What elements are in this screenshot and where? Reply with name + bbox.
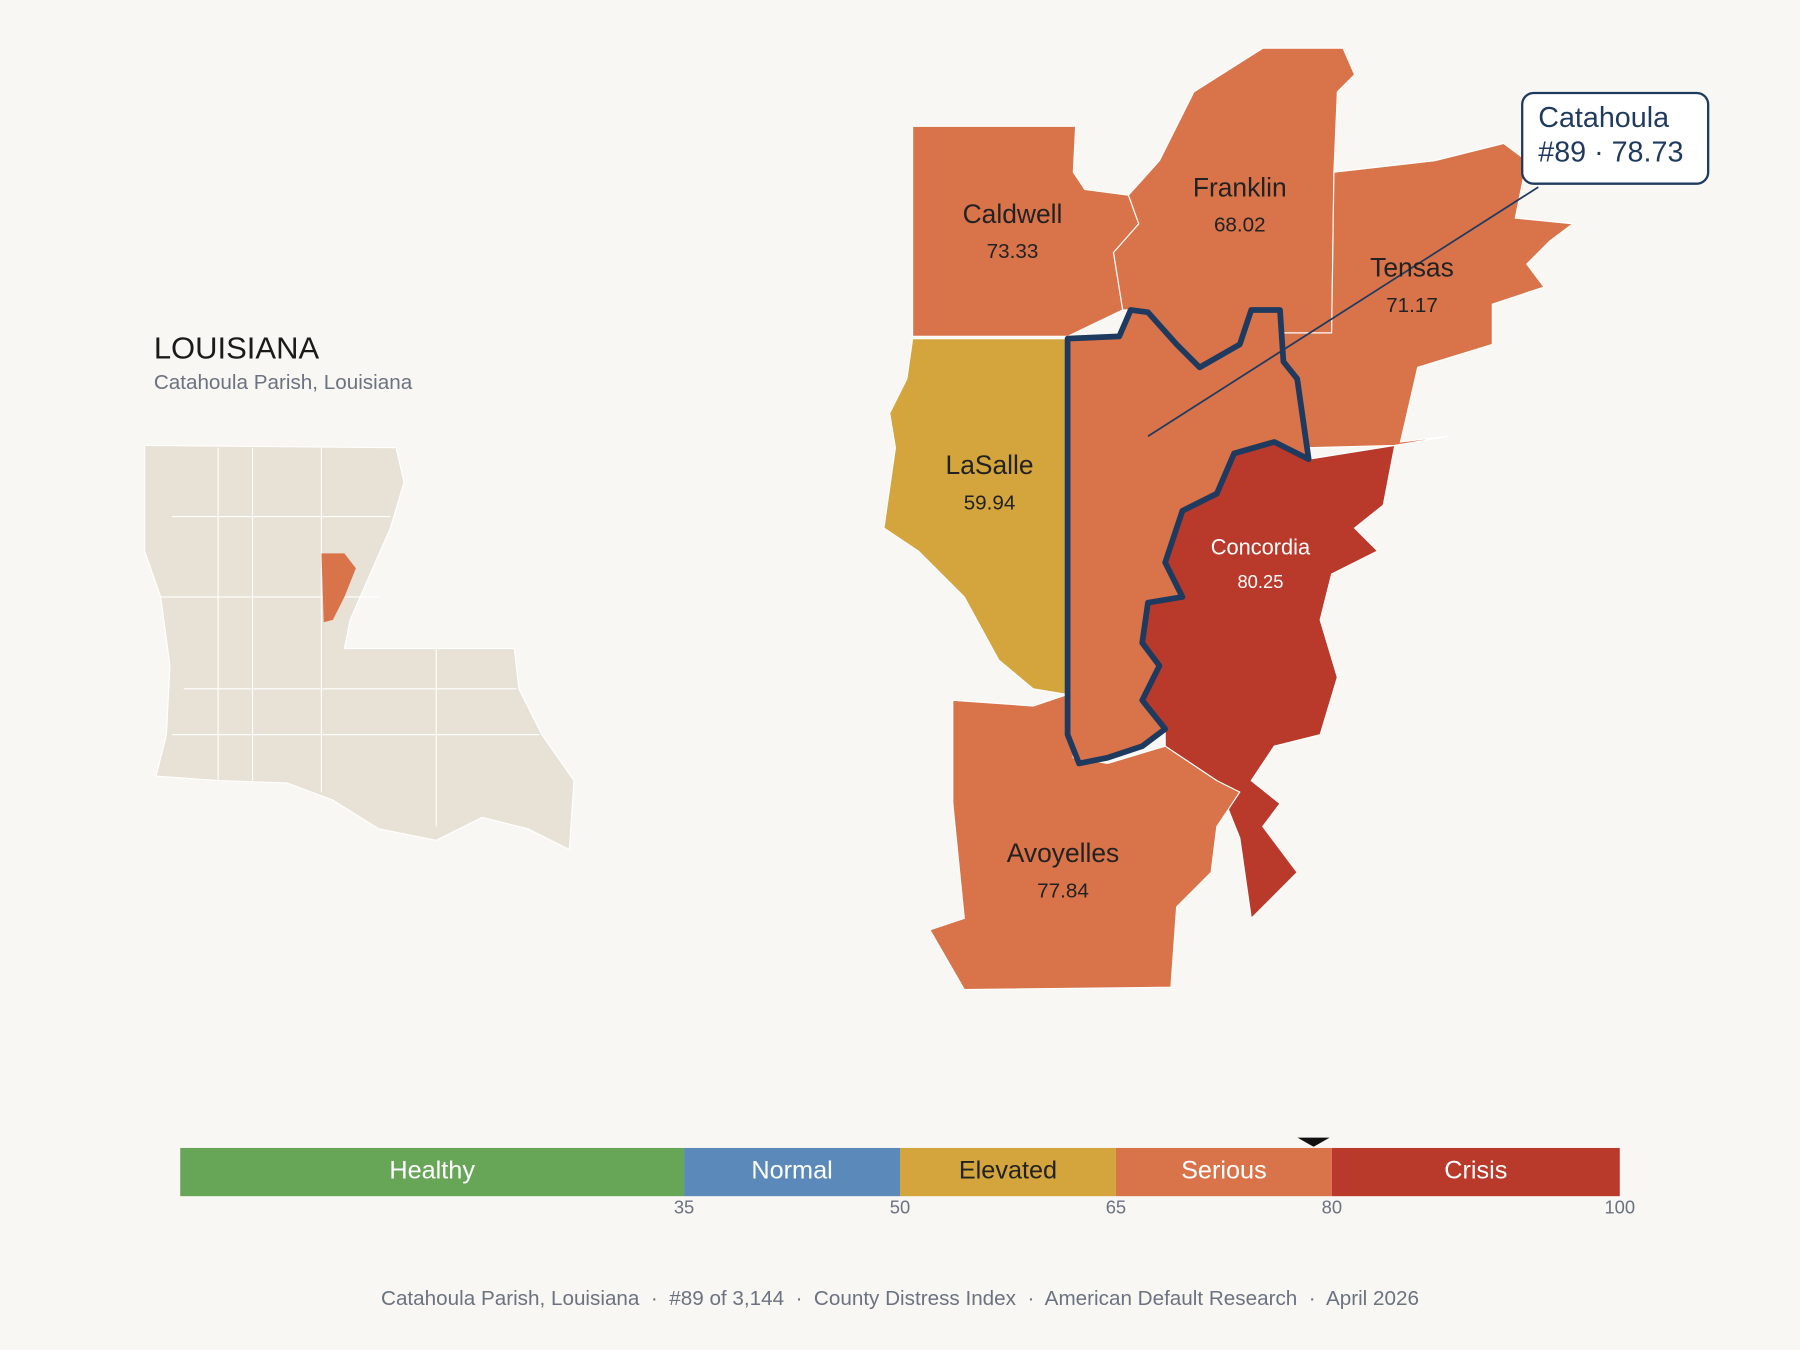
- inset-map: [144, 444, 575, 851]
- inset-borders: [160, 447, 540, 827]
- callout-label: #89 · 78.73: [1538, 136, 1683, 168]
- parish-value: 71.17: [1386, 294, 1438, 317]
- parish: [883, 338, 1069, 696]
- parishes: [883, 47, 1575, 991]
- parish-name: Caldwell: [963, 199, 1063, 229]
- footer: Catahoula Parish, Louisiana · #89 of 3,1…: [381, 1287, 1419, 1310]
- scale-tick-label: 65: [1106, 1197, 1126, 1218]
- scale-tick-label: 50: [890, 1197, 910, 1218]
- state-outline: [144, 444, 575, 851]
- scale-band: [1331, 1147, 1620, 1197]
- band-label: Normal: [751, 1157, 832, 1185]
- scale-tick-label: 80: [1322, 1197, 1342, 1218]
- parish: [912, 125, 1140, 337]
- parish-name: Avoyelles: [1007, 838, 1119, 868]
- scale-band: [180, 1147, 685, 1197]
- scale-tick-label: 35: [674, 1197, 694, 1218]
- band-label: Crisis: [1444, 1157, 1507, 1185]
- scale-band: [900, 1147, 1116, 1197]
- parish-value: 68.02: [1214, 214, 1266, 237]
- scale-marker: [1297, 1137, 1330, 1147]
- scale-band: [684, 1147, 900, 1197]
- band-label: Elevated: [959, 1157, 1057, 1185]
- parish-value: 73.33: [987, 240, 1039, 263]
- parish-value: 59.94: [964, 491, 1016, 514]
- parish-name: Tensas: [1370, 253, 1454, 283]
- parish-name: Franklin: [1193, 172, 1287, 202]
- callout-leader: [1147, 186, 1539, 437]
- title: LOUISIANA: [154, 330, 320, 365]
- parish-name: Concordia: [1211, 534, 1311, 559]
- parish-value: 77.84: [1037, 879, 1089, 902]
- scale-band: [1115, 1147, 1332, 1197]
- parish-value: 80.25: [1237, 571, 1283, 592]
- scale-tick-label: 100: [1604, 1197, 1635, 1218]
- band-label: Serious: [1181, 1157, 1267, 1185]
- parish-name: LaSalle: [946, 450, 1034, 480]
- band-label: Healthy: [389, 1157, 475, 1185]
- inset-focus-parish: [321, 553, 356, 623]
- subtitle: Catahoula Parish, Louisiana: [154, 371, 413, 394]
- focus-parish: [1064, 307, 1312, 767]
- callout-name: Catahoula: [1538, 102, 1669, 134]
- callout-box: [1521, 91, 1710, 185]
